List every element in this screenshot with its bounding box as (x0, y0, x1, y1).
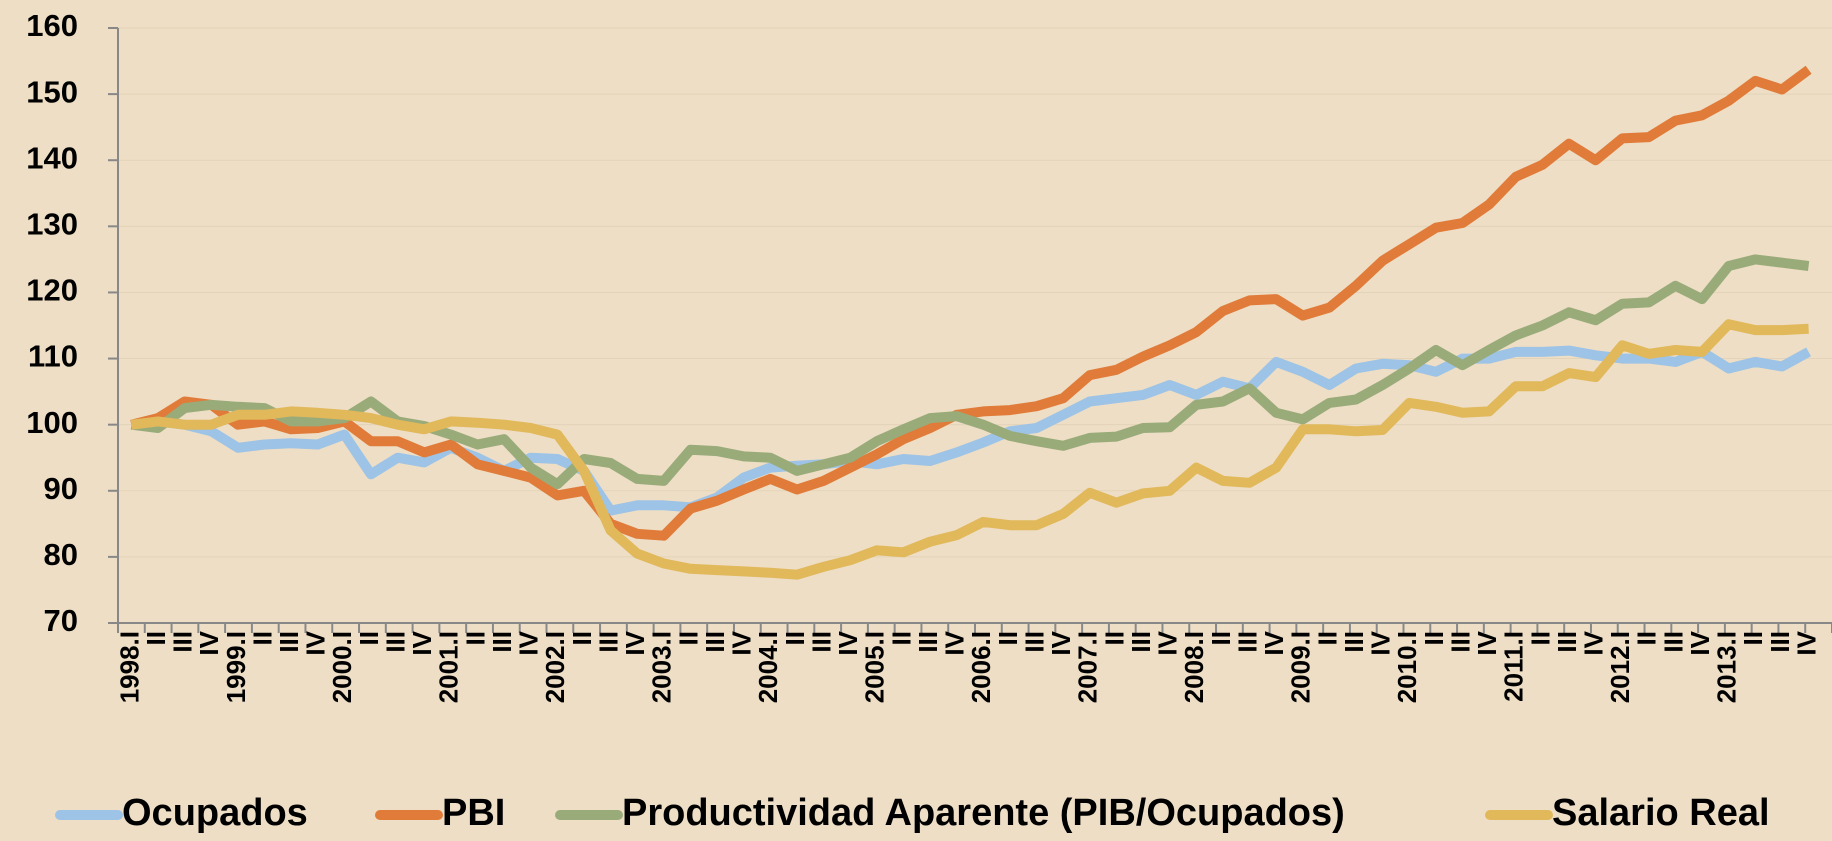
x-tick-label: III (1552, 631, 1582, 653)
y-tick-label: 90 (44, 471, 78, 506)
y-tick-label: 70 (44, 603, 78, 638)
x-tick-label: III (806, 631, 836, 653)
x-tick-label: 2004.I (753, 631, 783, 703)
x-tick-label: III (168, 631, 198, 653)
x-tick-label: IV (833, 630, 863, 655)
x-tick-label: III (593, 631, 623, 653)
x-tick-label: IV (727, 630, 757, 655)
x-tick-label: III (380, 631, 410, 653)
x-tick-label: IV (1472, 630, 1502, 655)
x-tick-label: II (141, 631, 171, 645)
x-tick-label: IV (940, 630, 970, 655)
x-tick-label: III (1445, 631, 1475, 653)
x-tick-label: II (780, 631, 810, 645)
x-tick-label: 2012.I (1605, 631, 1635, 703)
y-tick-label: 120 (26, 273, 78, 308)
x-tick-label: 2009.I (1286, 631, 1316, 703)
x-tick-label: IV (514, 630, 544, 655)
x-tick-label: III (913, 631, 943, 653)
x-tick-label: 2006.I (966, 631, 996, 703)
x-tick-label: 2013.I (1712, 631, 1742, 703)
series-line (130, 319, 1809, 580)
x-tick-label: III (1339, 631, 1369, 653)
series-line (130, 345, 1812, 516)
x-tick-label: IV (1259, 630, 1289, 655)
x-tick-label: II (460, 631, 490, 645)
x-tick-label: II (673, 631, 703, 645)
x-tick-label: II (1206, 631, 1236, 645)
legend-label: PBI (442, 792, 505, 834)
x-tick-label: IV (1579, 630, 1609, 655)
x-tick-label: IV (1046, 630, 1076, 655)
y-tick-label: 110 (28, 339, 78, 374)
series-line (130, 65, 1812, 541)
x-tick-label: II (886, 631, 916, 645)
x-tick-label: IV (620, 630, 650, 655)
x-tick-label: 2005.I (860, 631, 890, 703)
x-tick-label: IV (1366, 630, 1396, 655)
y-tick-label: 160 (26, 8, 78, 43)
y-tick-label: 80 (44, 537, 78, 572)
y-tick-label: 150 (26, 74, 78, 109)
x-tick-label: II (567, 631, 597, 645)
x-tick-label: III (1765, 631, 1795, 653)
x-tick-label: III (487, 631, 517, 653)
x-tick-label: 2002.I (540, 631, 570, 703)
x-tick-label: III (1126, 631, 1156, 653)
x-tick-label: IV (194, 630, 224, 655)
x-tick-label: II (1632, 631, 1662, 645)
y-tick-label: 130 (26, 207, 78, 242)
x-tick-label: 2003.I (647, 631, 677, 703)
x-tick-label: II (993, 631, 1023, 645)
y-tick-label: 140 (26, 140, 78, 175)
x-tick-label: 2001.I (434, 631, 464, 703)
x-tick-label: III (1232, 631, 1262, 653)
x-tick-label: III (274, 631, 304, 653)
x-tick-label: 2010.I (1392, 631, 1422, 703)
y-tick-label: 100 (26, 405, 78, 440)
x-tick-label: II (247, 631, 277, 645)
x-tick-label: 2011.I (1499, 631, 1529, 702)
x-tick-label: II (1738, 631, 1768, 645)
x-tick-label: IV (301, 630, 331, 655)
x-tick-label: II (1312, 631, 1342, 645)
x-tick-label: IV (1791, 630, 1821, 655)
legend-label: Ocupados (122, 792, 308, 834)
x-tick-label: 2000.I (327, 631, 357, 703)
x-tick-label: III (1658, 631, 1688, 653)
x-tick-label: 1998.I (114, 631, 144, 703)
x-tick-label: 1999.I (221, 631, 251, 703)
x-tick-label: IV (407, 630, 437, 655)
x-tick-label: II (1525, 631, 1555, 645)
legend-label: Productividad Aparente (PIB/Ocupados) (622, 792, 1345, 834)
legend-label: Salario Real (1552, 792, 1770, 834)
x-tick-label: II (354, 631, 384, 645)
x-tick-label: III (700, 631, 730, 653)
x-tick-label: II (1099, 631, 1129, 645)
x-tick-label: 2008.I (1179, 631, 1209, 703)
x-tick-label: IV (1153, 630, 1183, 655)
x-tick-label: 2007.I (1073, 631, 1103, 703)
x-tick-label: III (1019, 631, 1049, 653)
x-tick-label: IV (1685, 630, 1715, 655)
x-tick-label: II (1419, 631, 1449, 645)
